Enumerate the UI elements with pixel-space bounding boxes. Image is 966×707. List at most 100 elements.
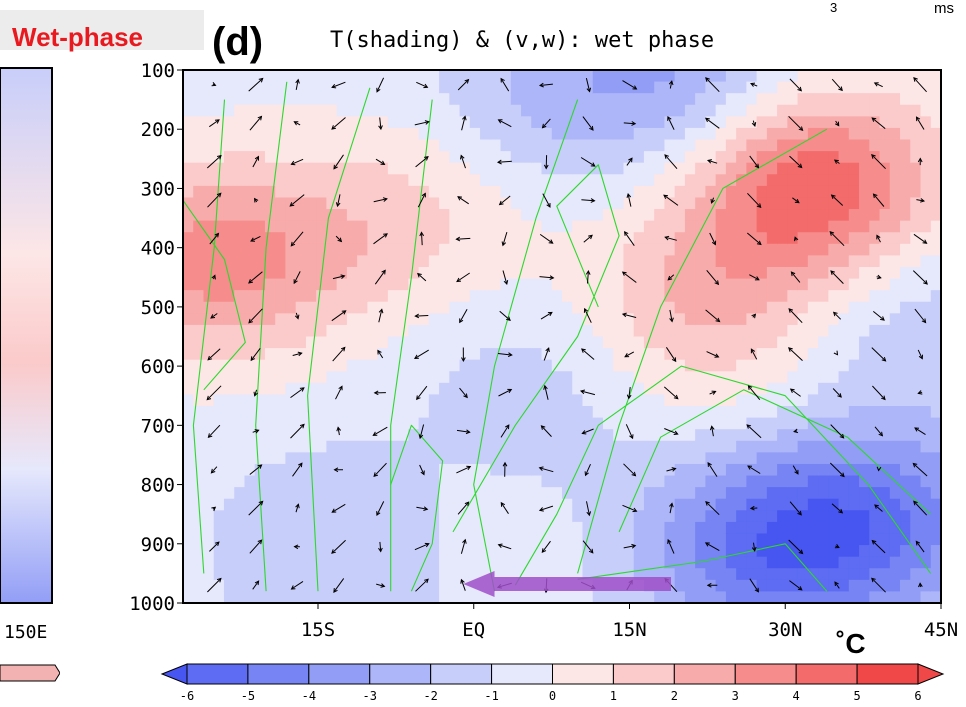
shading-cell <box>541 313 553 326</box>
shading-cell <box>531 81 543 94</box>
shading-cell <box>920 243 932 256</box>
y-tick-label: 400 <box>141 238 175 260</box>
shading-cell <box>654 394 666 407</box>
shading-cell <box>818 533 829 546</box>
shading-cell <box>439 521 450 535</box>
shading-cell <box>818 579 829 593</box>
shading-cell <box>787 93 799 106</box>
shading-cell <box>869 93 881 106</box>
shading-cell <box>203 336 215 349</box>
shading-cell <box>582 313 594 326</box>
shading-cell <box>695 301 706 314</box>
shading-cell <box>521 336 532 349</box>
shading-cell <box>203 463 215 477</box>
vector-arrow <box>416 385 428 401</box>
shading-cell <box>848 487 860 500</box>
shading-cell <box>285 579 297 593</box>
shading-cell <box>879 533 891 546</box>
shading-cell <box>807 348 819 361</box>
shading-cell <box>254 359 266 372</box>
shading-cell <box>695 232 706 245</box>
shading-cell <box>562 313 573 326</box>
shading-cell <box>562 232 573 245</box>
shading-cell <box>664 417 676 430</box>
shading-cell <box>797 116 809 129</box>
shading-cell <box>357 81 368 94</box>
shading-cell <box>797 510 809 523</box>
shading-cell <box>623 266 635 280</box>
streamline <box>577 543 828 592</box>
shading-cell <box>572 93 584 106</box>
shading-cell <box>531 359 543 372</box>
shading-cell <box>336 591 348 604</box>
shading-cell <box>428 151 440 164</box>
shading-cell <box>336 127 348 141</box>
shading-cell <box>223 371 235 384</box>
shading-cell <box>869 266 881 280</box>
shading-cell <box>439 197 450 210</box>
shading-cell <box>367 278 379 291</box>
shading-cell <box>490 475 502 488</box>
shading-cell <box>654 510 666 523</box>
shading-cell <box>848 568 860 581</box>
shading-cell <box>674 70 686 83</box>
shading-cell <box>633 266 645 280</box>
shading-cell <box>746 533 758 546</box>
shading-cell <box>643 139 655 152</box>
y-tick-label: 800 <box>141 475 175 497</box>
shading-cell <box>777 452 788 465</box>
shading-cell <box>377 185 389 199</box>
shading-cell <box>705 579 717 593</box>
colorbar-segment <box>308 663 371 685</box>
shading-cell <box>459 394 471 407</box>
shading-cell <box>377 324 389 338</box>
shading-cell <box>818 371 829 384</box>
shading-cell <box>346 243 358 256</box>
vector-arrow <box>293 544 300 550</box>
shading-cell <box>408 371 420 384</box>
shading-cell <box>602 243 614 256</box>
shading-cell <box>807 568 819 581</box>
shading-cell <box>387 232 399 245</box>
vector-arrow <box>834 544 840 549</box>
shading-cell <box>418 336 430 349</box>
chart-title: T(shading) & (v,w): wet phase <box>330 28 715 53</box>
shading-cell <box>725 324 737 338</box>
shading-cell <box>787 104 799 117</box>
shading-cell <box>469 521 481 535</box>
shading-cell <box>705 429 717 442</box>
shading-cell <box>490 510 502 523</box>
shading-cell <box>807 556 819 569</box>
shading-cell <box>377 510 389 523</box>
shading-cell <box>531 290 543 303</box>
shading-cell <box>643 545 655 558</box>
shading-cell <box>275 266 287 280</box>
vector-arrow <box>624 351 635 358</box>
shading-cell <box>275 220 287 233</box>
shading-cell <box>859 104 870 117</box>
shading-cell <box>480 243 491 256</box>
shading-cell <box>459 348 471 361</box>
shading-cell <box>357 93 368 106</box>
shading-cell <box>223 579 235 593</box>
shading-cell <box>766 545 778 558</box>
shading-cell <box>920 579 932 593</box>
shading-cell <box>797 417 809 430</box>
vector-arrow <box>583 234 593 243</box>
shading-cell <box>521 371 532 384</box>
shading-cell <box>623 81 635 94</box>
shading-cell <box>869 417 881 430</box>
shading-cell <box>367 452 379 465</box>
shading-cell <box>797 185 809 199</box>
vector-arrow <box>249 539 263 554</box>
shading-cell <box>807 475 819 488</box>
shading-cell <box>336 278 348 291</box>
shading-cell <box>736 475 747 488</box>
shading-cell <box>797 70 809 83</box>
shading-cell <box>398 185 409 199</box>
streamline <box>390 424 444 592</box>
shading-cell <box>449 266 461 280</box>
shading-cell <box>387 487 399 500</box>
shading-cell <box>920 487 932 500</box>
shading-cell <box>408 545 420 558</box>
